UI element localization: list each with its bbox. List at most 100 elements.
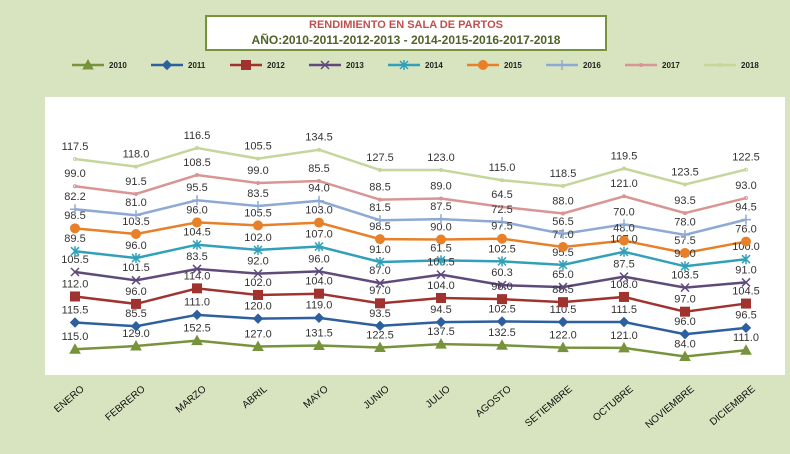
legend-label: 2016 <box>583 61 601 70</box>
data-point <box>741 277 751 287</box>
series-line <box>74 313 747 336</box>
data-point <box>253 269 263 279</box>
series-line <box>74 221 747 255</box>
legend-label: 2012 <box>267 61 285 70</box>
legend-marker <box>82 58 94 70</box>
data-label: 108.0 <box>610 279 638 291</box>
data-label: 89.0 <box>430 180 451 192</box>
data-label: 91.0 <box>369 244 390 256</box>
data-label: 83.5 <box>186 251 207 263</box>
legend-label: 2015 <box>504 61 522 70</box>
data-point <box>253 289 263 300</box>
data-point <box>195 173 199 178</box>
data-point <box>439 167 443 172</box>
data-point <box>436 234 446 245</box>
data-point <box>741 254 751 265</box>
data-point <box>619 291 629 302</box>
data-point <box>131 253 141 264</box>
data-label: 101.5 <box>122 262 150 274</box>
data-point <box>500 178 504 183</box>
data-point <box>497 216 507 227</box>
data-point <box>375 298 385 309</box>
data-point <box>436 270 446 280</box>
data-point <box>314 217 324 228</box>
data-point <box>69 343 81 354</box>
data-label: 118.0 <box>123 148 150 160</box>
data-label: 72.5 <box>491 204 512 216</box>
data-label: 61.5 <box>430 242 451 254</box>
data-label: 129.0 <box>122 328 150 340</box>
data-point <box>744 167 748 172</box>
data-label: 112.0 <box>62 278 89 290</box>
data-label: 60.3 <box>491 267 512 279</box>
data-point <box>618 341 630 353</box>
data-label: 115.5 <box>62 304 89 316</box>
data-point <box>740 322 752 334</box>
data-label: 94.5 <box>430 304 451 316</box>
data-point <box>619 219 629 230</box>
data-point <box>317 178 321 183</box>
data-label: 111.0 <box>184 297 210 309</box>
data-point <box>314 195 324 206</box>
data-label: 103.0 <box>305 205 333 217</box>
data-point <box>314 241 324 252</box>
data-label: 57.5 <box>674 235 695 247</box>
data-point <box>317 147 321 152</box>
data-label: 78.0 <box>674 217 695 229</box>
data-point <box>497 280 507 290</box>
data-point <box>680 261 690 272</box>
data-label: 93.0 <box>735 180 756 192</box>
data-label: 70.0 <box>613 206 634 218</box>
data-label: 88.0 <box>552 195 573 207</box>
data-label: 98.5 <box>369 221 390 233</box>
data-label: 90.0 <box>430 221 451 233</box>
data-label: 88.5 <box>369 182 390 194</box>
data-point <box>741 214 751 225</box>
legend-marker <box>718 63 722 67</box>
data-point <box>558 228 568 239</box>
data-label: 89.5 <box>64 233 85 245</box>
title-box <box>205 15 607 51</box>
data-label: 98.5 <box>64 210 85 222</box>
data-point <box>680 247 690 258</box>
data-label: 99.0 <box>64 168 85 180</box>
legend-marker <box>320 60 330 70</box>
data-label: 118.5 <box>550 168 577 180</box>
data-point <box>679 350 691 361</box>
data-label: 96.0 <box>125 240 146 252</box>
data-point <box>741 298 751 309</box>
data-point <box>558 242 568 253</box>
data-label: 97.0 <box>369 285 390 297</box>
data-label: 105.5 <box>244 207 272 219</box>
data-label: 100.0 <box>732 241 760 253</box>
data-label: 81.0 <box>125 197 146 209</box>
data-point <box>496 316 508 327</box>
data-label: 122.5 <box>366 329 394 341</box>
data-label: 104.0 <box>305 276 333 288</box>
legend-label: 2018 <box>741 61 759 70</box>
legend-marker <box>639 63 643 67</box>
data-label: 85.5 <box>308 163 329 175</box>
data-point <box>683 182 687 187</box>
data-point <box>374 320 386 332</box>
data-point <box>131 298 141 309</box>
data-point <box>557 341 569 353</box>
data-label: 104.5 <box>732 285 760 297</box>
data-label: 120.0 <box>244 301 272 313</box>
legend-marker <box>478 60 488 70</box>
data-point <box>256 156 260 161</box>
data-label: 134.5 <box>305 132 333 144</box>
data-label: 103.5 <box>671 270 699 282</box>
data-label: 102.0 <box>244 232 272 244</box>
data-point <box>740 344 752 355</box>
data-point <box>497 294 507 305</box>
data-label: 115.0 <box>489 162 516 174</box>
data-label: 93.5 <box>674 195 695 207</box>
data-label: 102.5 <box>488 303 516 315</box>
data-label: 76.0 <box>735 223 756 235</box>
data-label: 92.0 <box>247 256 268 268</box>
data-point <box>375 215 385 226</box>
legend-marker <box>557 60 567 70</box>
data-label: 85.5 <box>552 284 573 296</box>
